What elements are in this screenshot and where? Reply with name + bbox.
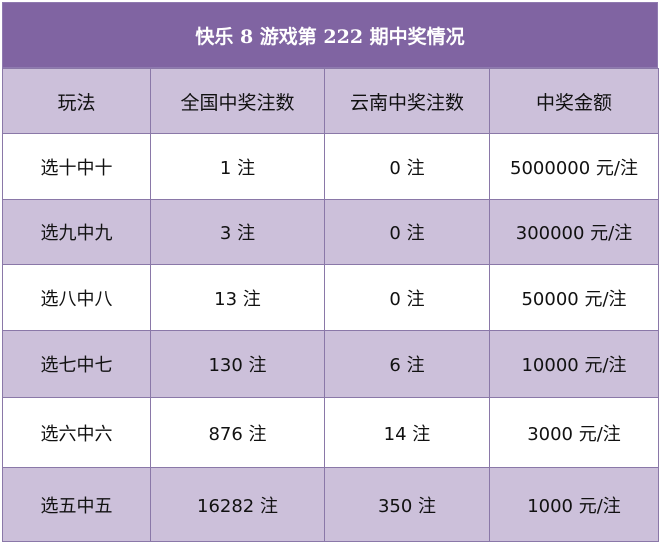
prize-amount-cell: 5000000 元/注 xyxy=(489,133,659,200)
header-play-type: 玩法 xyxy=(2,68,151,134)
national-winners-cell: 13 注 xyxy=(150,264,325,331)
table-row: 选六中六 876 注 14 注 3000 元/注 xyxy=(2,397,659,468)
play-type-cell: 选六中六 xyxy=(2,397,151,468)
table-row: 选七中七 130 注 6 注 10000 元/注 xyxy=(2,330,659,398)
prize-amount-cell: 50000 元/注 xyxy=(489,264,659,331)
play-type-cell: 选五中五 xyxy=(2,467,151,542)
play-type-cell: 选七中七 xyxy=(2,330,151,398)
national-winners-cell: 876 注 xyxy=(150,397,325,468)
play-type-cell: 选八中八 xyxy=(2,264,151,331)
table-row: 选八中八 13 注 0 注 50000 元/注 xyxy=(2,264,659,331)
national-winners-cell: 1 注 xyxy=(150,133,325,200)
prize-amount-cell: 1000 元/注 xyxy=(489,467,659,542)
prize-amount-cell: 300000 元/注 xyxy=(489,199,659,265)
yunnan-winners-cell: 0 注 xyxy=(324,199,490,265)
prize-amount-cell: 3000 元/注 xyxy=(489,397,659,468)
header-yunnan-winners: 云南中奖注数 xyxy=(324,68,490,134)
table-title: 快乐 8 游戏第 222 期中奖情况 xyxy=(2,2,658,68)
national-winners-cell: 3 注 xyxy=(150,199,325,265)
play-type-cell: 选十中十 xyxy=(2,133,151,200)
yunnan-winners-cell: 0 注 xyxy=(324,133,490,200)
national-winners-cell: 130 注 xyxy=(150,330,325,398)
table-row: 选九中九 3 注 0 注 300000 元/注 xyxy=(2,199,659,265)
header-national-winners: 全国中奖注数 xyxy=(150,68,325,134)
national-winners-cell: 16282 注 xyxy=(150,467,325,542)
yunnan-winners-cell: 14 注 xyxy=(324,397,490,468)
header-row: 玩法 全国中奖注数 云南中奖注数 中奖金额 xyxy=(2,68,659,134)
yunnan-winners-cell: 6 注 xyxy=(324,330,490,398)
yunnan-winners-cell: 0 注 xyxy=(324,264,490,331)
play-type-cell: 选九中九 xyxy=(2,199,151,265)
header-prize-amount: 中奖金额 xyxy=(489,68,659,134)
prize-table: 玩法 全国中奖注数 云南中奖注数 中奖金额 选十中十 1 注 0 注 50000… xyxy=(2,68,659,542)
table-row: 选五中五 16282 注 350 注 1000 元/注 xyxy=(2,467,659,542)
yunnan-winners-cell: 350 注 xyxy=(324,467,490,542)
table-row: 选十中十 1 注 0 注 5000000 元/注 xyxy=(2,133,659,200)
prize-amount-cell: 10000 元/注 xyxy=(489,330,659,398)
